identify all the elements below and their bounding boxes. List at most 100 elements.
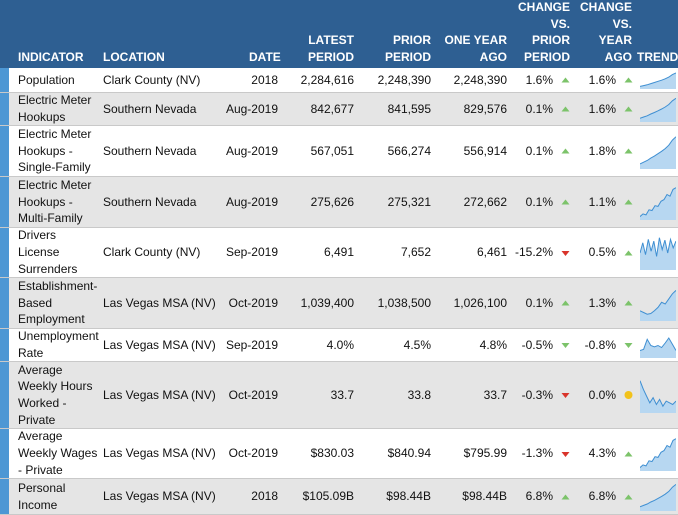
up-arrow-icon — [623, 298, 634, 309]
row-accent-bar — [0, 177, 9, 227]
cell-date: Aug-2019 — [225, 101, 278, 116]
cell-indicator[interactable]: Population — [18, 72, 75, 87]
cell-chg-prior: 0.1% — [525, 194, 553, 209]
trend-sparkline[interactable] — [640, 135, 676, 169]
row-accent-bar — [0, 362, 9, 428]
cell-prior: $840.94 — [387, 446, 431, 461]
cell-year-ago: 272,662 — [463, 194, 507, 209]
cell-date: Sep-2019 — [225, 245, 278, 260]
cell-latest: 6,491 — [323, 245, 354, 260]
cell-location: Las Vegas MSA (NV) — [103, 337, 216, 352]
trend-sparkline[interactable] — [640, 97, 676, 122]
cell-latest: 2,284,616 — [300, 72, 354, 87]
up-arrow-icon — [623, 247, 634, 258]
cell-indicator[interactable]: Average Weekly Wages - Private — [18, 429, 98, 477]
trend-sparkline[interactable] — [640, 186, 676, 220]
trend-sparkline[interactable] — [640, 483, 676, 511]
table-row[interactable]: Population Clark County (NV) 2018 2,284,616… — [0, 68, 678, 93]
down-arrow-icon — [560, 247, 571, 258]
cell-prior: 33.8 — [407, 387, 431, 402]
cell-year-ago: 2,248,390 — [453, 72, 507, 87]
cell-indicator[interactable]: Average Weekly Hours Worked - Private — [18, 362, 93, 427]
row-accent-bar — [0, 278, 9, 328]
header-location[interactable]: LOCATION — [103, 49, 165, 64]
header-one-year-ago[interactable]: ONE YEAR AGO — [444, 33, 507, 64]
trend-sparkline[interactable] — [640, 437, 676, 471]
header-change-year[interactable]: CHANGE VS. YEAR AGO — [579, 0, 632, 64]
table-row[interactable]: Drivers License Surrenders Clark County (… — [0, 228, 678, 278]
trend-sparkline[interactable] — [640, 236, 676, 270]
table-row[interactable]: Electric Meter Hookups - Multi-Family Sou… — [0, 177, 678, 228]
up-arrow-icon — [623, 104, 634, 115]
cell-chg-year: 6.8% — [588, 489, 616, 504]
cell-prior: 275,321 — [387, 194, 431, 209]
cell-date: Aug-2019 — [225, 194, 278, 209]
cell-latest: 1,039,400 — [300, 295, 354, 310]
cell-location: Clark County (NV) — [103, 245, 201, 260]
header-trend[interactable]: TREND — [637, 49, 678, 64]
cell-prior: 1,038,500 — [377, 295, 431, 310]
trend-sparkline[interactable] — [640, 333, 676, 358]
cell-chg-prior: -1.3% — [521, 446, 553, 461]
table-row[interactable]: Unemployment Rate Las Vegas MSA (NV) Sep-2… — [0, 329, 678, 362]
table-row[interactable]: Personal Income Las Vegas MSA (NV) 2018 $10… — [0, 479, 678, 515]
row-accent-bar — [0, 228, 9, 277]
cell-location: Southern Nevada — [103, 101, 197, 116]
cell-indicator[interactable]: Establishment-Based Employment — [18, 278, 98, 327]
table-row[interactable]: Average Weekly Wages - Private Las Vegas … — [0, 429, 678, 479]
cell-indicator[interactable]: Electric Meter Hookups - Single-Family — [18, 126, 92, 175]
cell-date: 2018 — [251, 489, 278, 504]
table-row[interactable]: Electric Meter Hookups Southern Nevada Aug… — [0, 93, 678, 126]
cell-indicator[interactable]: Drivers License Surrenders — [18, 228, 78, 276]
cell-date: 2018 — [251, 72, 278, 87]
cell-latest: 4.0% — [326, 337, 354, 352]
cell-latest: $830.03 — [310, 446, 354, 461]
table-row[interactable]: Electric Meter Hookups - Single-Family So… — [0, 126, 678, 177]
trend-sparkline[interactable] — [640, 379, 676, 413]
down-arrow-icon — [560, 390, 571, 401]
up-arrow-icon — [560, 75, 571, 86]
cell-indicator[interactable]: Unemployment Rate — [18, 329, 99, 360]
down-arrow-icon — [560, 448, 571, 459]
cell-year-ago: 6,461 — [476, 245, 507, 260]
cell-chg-year: 1.6% — [588, 101, 616, 116]
cell-latest: 842,677 — [310, 101, 354, 116]
cell-latest: 33.7 — [330, 387, 354, 402]
cell-chg-year: 1.8% — [588, 143, 616, 158]
header-indicator[interactable]: INDICATOR — [18, 49, 84, 64]
trend-sparkline[interactable] — [640, 287, 676, 321]
header-latest-period[interactable]: LATEST PERIOD — [307, 33, 354, 64]
cell-chg-prior: 6.8% — [525, 489, 553, 504]
cell-year-ago: 556,914 — [463, 143, 507, 158]
header-change-prior[interactable]: CHANGE VS. PRIOR PERIOD — [517, 0, 570, 64]
cell-year-ago: $98.44B — [462, 489, 507, 504]
cell-location: Southern Nevada — [103, 194, 197, 209]
cell-date: Oct-2019 — [228, 387, 278, 402]
cell-year-ago: 1,026,100 — [453, 295, 507, 310]
cell-year-ago: 829,576 — [463, 101, 507, 116]
up-arrow-icon — [560, 298, 571, 309]
down-arrow-icon — [623, 340, 634, 351]
row-accent-bar — [0, 479, 9, 514]
row-accent-bar — [0, 329, 9, 361]
cell-date: Sep-2019 — [225, 337, 278, 352]
table-row[interactable]: Establishment-Based Employment Las Vegas … — [0, 278, 678, 329]
cell-chg-prior: 0.1% — [525, 143, 553, 158]
cell-chg-year: -0.8% — [584, 337, 616, 352]
cell-indicator[interactable]: Electric Meter Hookups - Multi-Family — [18, 177, 92, 226]
cell-prior: $98.44B — [386, 489, 431, 504]
header-date[interactable]: DATE — [249, 49, 281, 64]
cell-prior: 2,248,390 — [377, 72, 431, 87]
header-prior-period[interactable]: PRIOR PERIOD — [384, 33, 431, 64]
row-accent-bar — [0, 126, 9, 176]
cell-chg-prior: 0.1% — [525, 295, 553, 310]
cell-indicator[interactable]: Personal Income — [18, 480, 66, 512]
table-row[interactable]: Average Weekly Hours Worked - Private Las… — [0, 362, 678, 429]
cell-year-ago: 4.8% — [479, 337, 507, 352]
cell-chg-prior: 1.6% — [525, 72, 553, 87]
trend-sparkline[interactable] — [640, 72, 676, 89]
cell-prior: 4.5% — [403, 337, 431, 352]
cell-indicator[interactable]: Electric Meter Hookups — [18, 93, 92, 124]
cell-date: Oct-2019 — [228, 446, 278, 461]
cell-latest: $105.09B — [302, 489, 354, 504]
